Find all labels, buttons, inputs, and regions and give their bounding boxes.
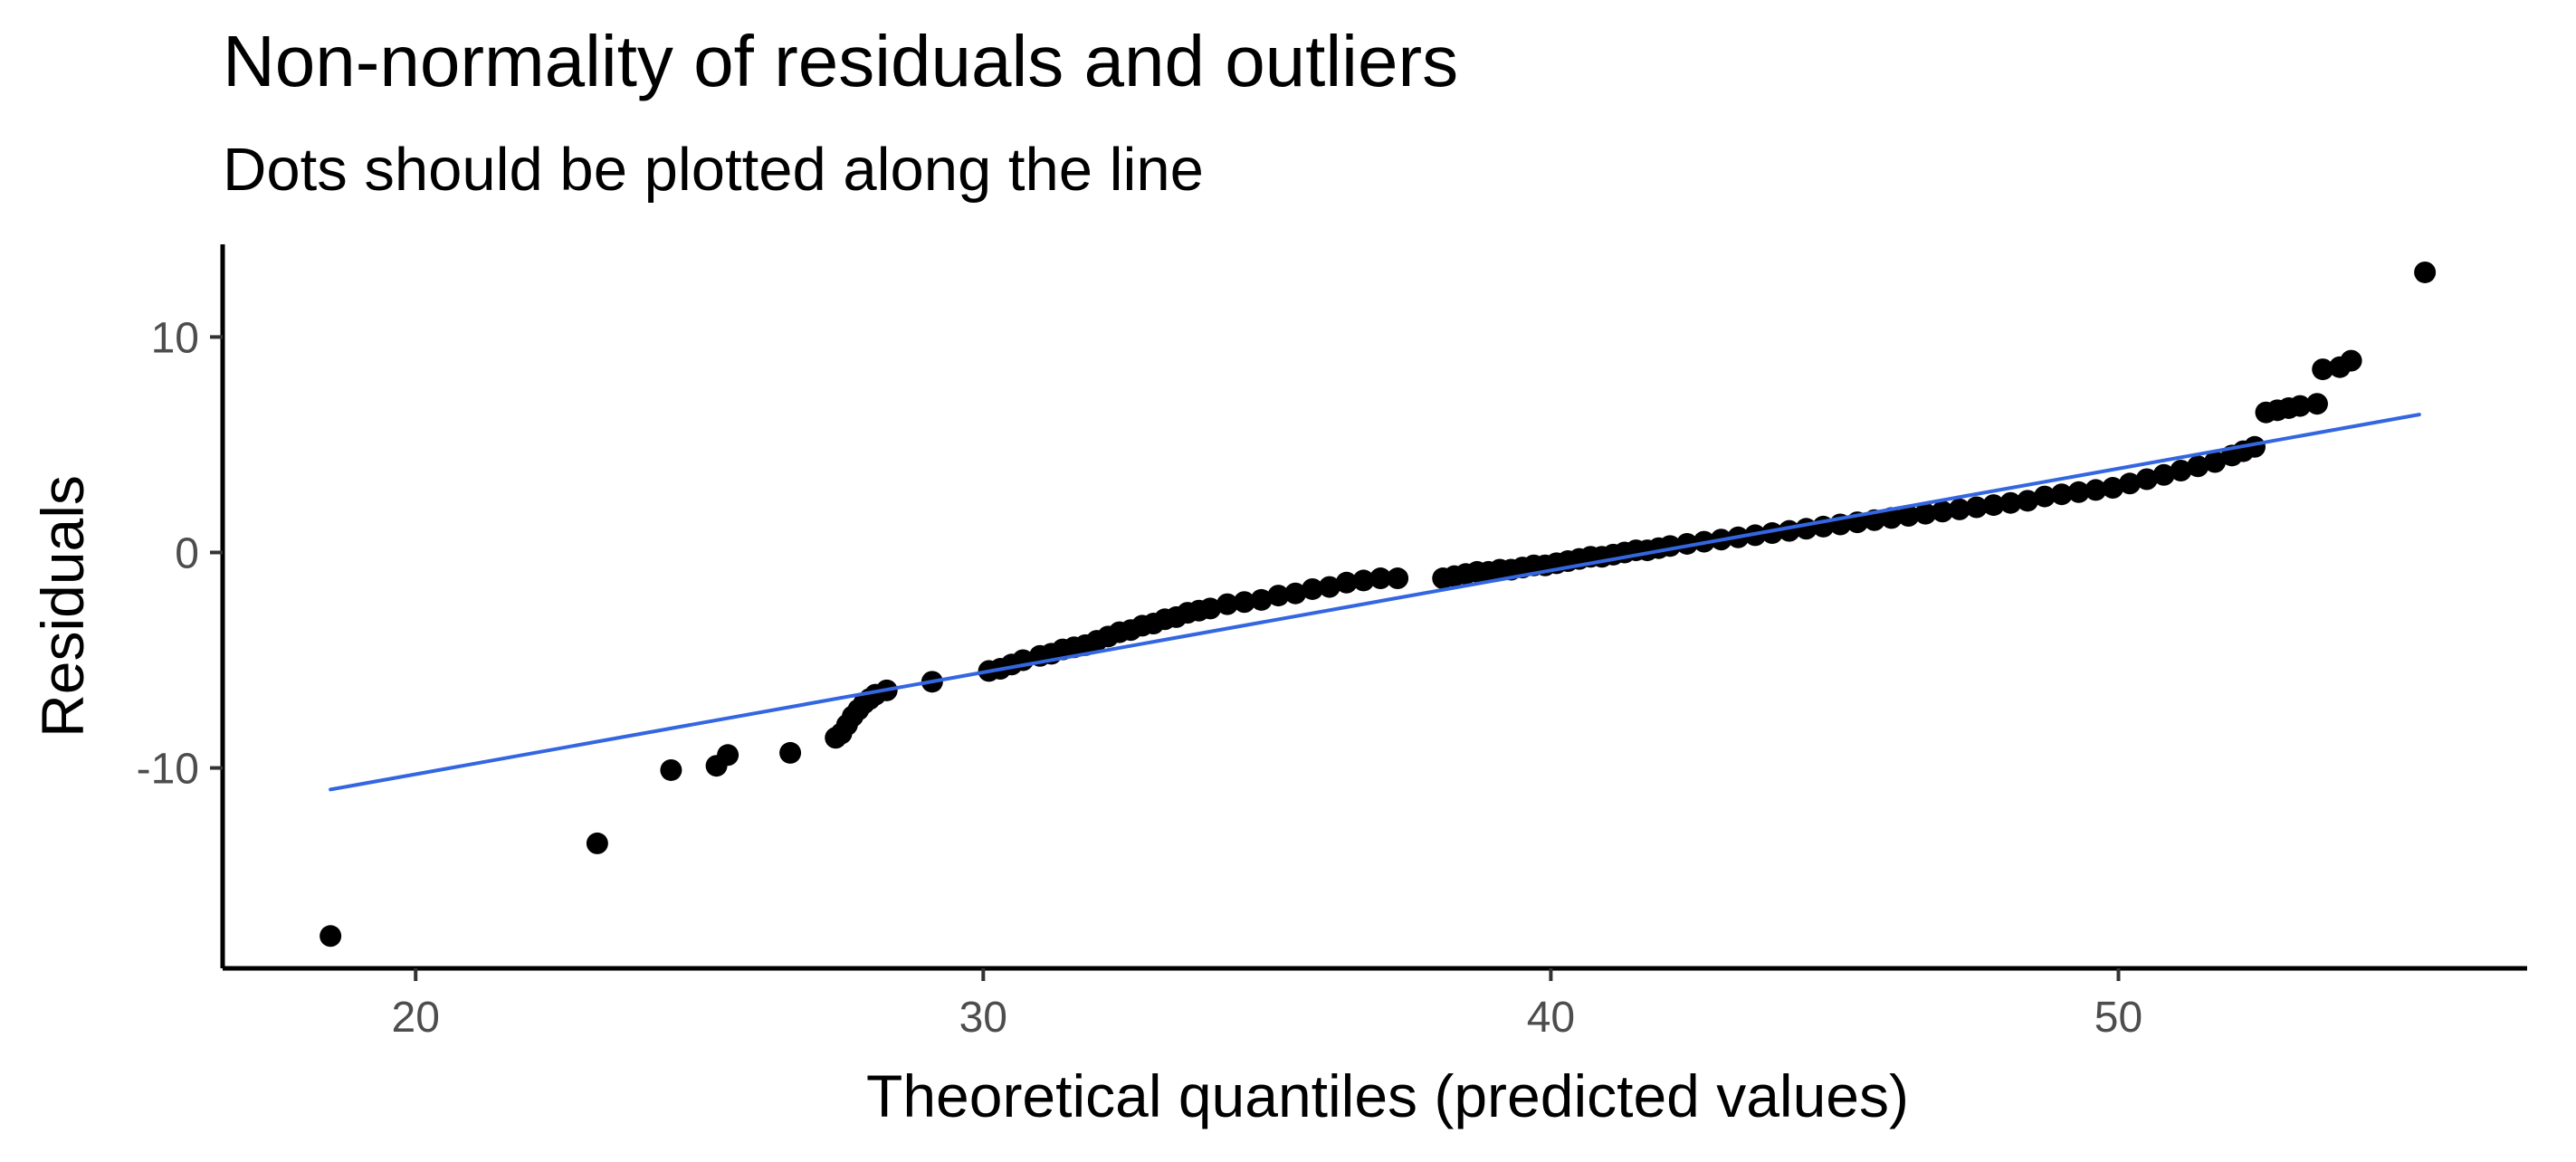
data-point xyxy=(320,925,342,948)
data-point xyxy=(2017,490,2039,512)
y-axis-ticks: -10 0 10 xyxy=(137,314,223,794)
data-point xyxy=(1318,576,1340,598)
y-tick-label: 0 xyxy=(175,529,199,577)
data-point xyxy=(2135,468,2158,491)
data-point xyxy=(1335,571,1358,594)
data-point xyxy=(1387,567,1409,590)
y-tick-label: -10 xyxy=(137,746,199,794)
data-point xyxy=(1216,593,1238,615)
data-point xyxy=(1352,569,1375,592)
x-axis-ticks: 20 30 40 50 xyxy=(392,968,2142,1042)
data-points xyxy=(320,261,2437,948)
chart-subtitle: Dots should be plotted along the line xyxy=(223,136,1204,204)
data-point xyxy=(1880,507,1903,529)
data-point xyxy=(1267,585,1290,607)
data-point xyxy=(1675,532,1698,555)
data-point xyxy=(2414,261,2437,283)
data-point xyxy=(1999,491,2022,514)
data-point xyxy=(779,741,802,764)
data-point xyxy=(1250,588,1273,611)
data-point xyxy=(1948,498,1970,520)
data-point xyxy=(1284,582,1307,605)
chart-title: Non-normality of residuals and outliers xyxy=(223,21,1459,101)
data-point xyxy=(2033,485,2056,508)
data-point xyxy=(1302,577,1324,600)
data-point xyxy=(2312,358,2334,381)
data-point xyxy=(2170,460,2192,481)
data-point xyxy=(2102,477,2124,500)
reference-line xyxy=(329,413,2421,792)
data-point xyxy=(1914,502,1937,525)
data-point xyxy=(1233,591,1255,614)
data-point xyxy=(2204,451,2227,473)
data-point xyxy=(1199,597,1222,620)
x-tick-label: 40 xyxy=(1527,994,1575,1042)
data-point xyxy=(2305,393,2328,415)
data-point xyxy=(2085,479,2107,501)
y-tick-label: 10 xyxy=(151,314,199,362)
x-axis-title: Theoretical quantiles (predicted values) xyxy=(866,1062,1909,1129)
x-tick-label: 50 xyxy=(2094,994,2142,1042)
data-point xyxy=(2152,463,2175,486)
x-tick-label: 20 xyxy=(392,994,440,1042)
data-point xyxy=(2340,349,2362,372)
data-point xyxy=(1982,494,2005,517)
data-point xyxy=(660,758,682,781)
data-point xyxy=(1965,496,1988,519)
data-point xyxy=(1369,567,1392,590)
data-point xyxy=(2289,395,2312,417)
data-point xyxy=(2119,472,2142,495)
data-point xyxy=(717,744,739,767)
data-point xyxy=(1760,522,1783,545)
data-point xyxy=(2187,455,2209,478)
data-point xyxy=(2067,481,2090,503)
x-tick-label: 30 xyxy=(959,994,1007,1042)
data-point xyxy=(1932,500,1954,523)
data-point xyxy=(586,832,608,854)
data-point xyxy=(2050,483,2073,506)
y-axis-title: Residuals xyxy=(29,475,96,738)
data-point xyxy=(1897,505,1920,527)
